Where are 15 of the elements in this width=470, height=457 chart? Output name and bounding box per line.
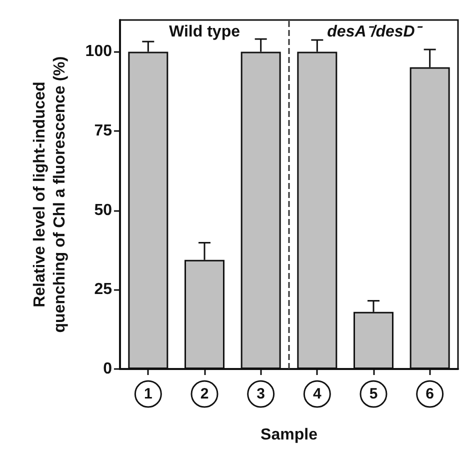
x-tick-label: 6 [426,386,434,402]
y-tick-label: 0 [103,360,112,378]
y-axis-title: Relative level of light-induced quenching of Chl a fluorescence (%) [32,56,68,333]
x-tick-label: 4 [312,386,322,402]
x-tick-label: 5 [369,386,378,402]
y-tick-label: 25 [94,281,112,298]
x-tick-label: 1 [144,386,152,402]
x-tick-label: 2 [200,386,209,402]
x-axis-title: Sample [260,426,318,444]
annotation: Wild type [169,24,240,40]
y-tick-label: 75 [94,122,112,140]
annotation: desA⁻/desD⁻ [327,24,423,40]
x-tick-label: 3 [256,386,266,402]
y-tick-label: 50 [94,202,112,219]
y-tick-label: 100 [85,43,112,60]
